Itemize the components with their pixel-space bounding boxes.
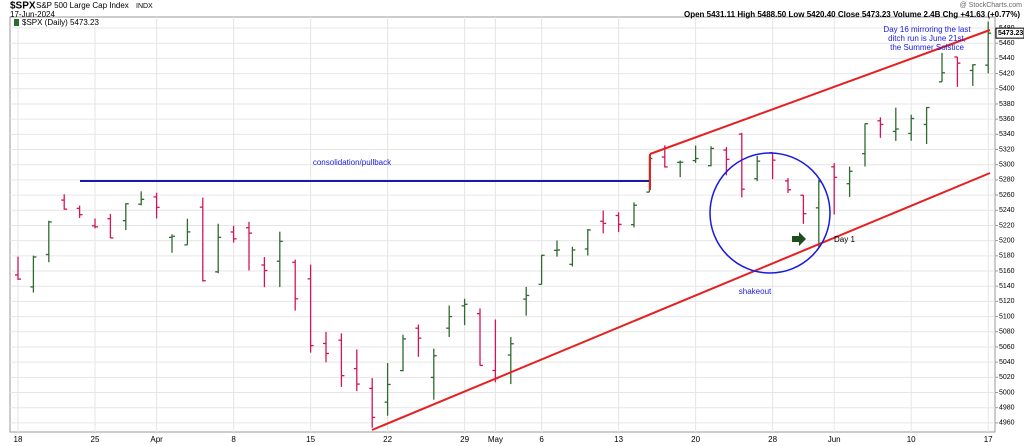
y-tick-label: 5300: [999, 162, 1015, 169]
y-tick-label: 5260: [999, 192, 1015, 199]
x-tick-label: Apr: [150, 435, 163, 444]
chart-subtitle: S&P 500 Large Cap Index: [36, 1, 129, 10]
legend-swatch: [14, 19, 19, 26]
y-tick-label: 5080: [999, 329, 1015, 336]
y-tick-label: 5220: [999, 222, 1015, 229]
arrow: [792, 232, 806, 246]
date: 17-Jun-2024: [10, 10, 55, 19]
grid: [10, 17, 995, 432]
y-tick-label: 5100: [999, 313, 1015, 320]
annotation: Day 16 mirroring the last: [883, 25, 971, 34]
annotation: the Summer Solstice: [890, 43, 964, 52]
x-tick-label: 22: [383, 435, 392, 444]
annotation: consolidation/pullback: [313, 158, 392, 167]
y-tick-label: 5060: [999, 344, 1015, 351]
y-tick-label: 5360: [999, 116, 1015, 123]
y-tick-label: 5340: [999, 131, 1015, 138]
x-tick-label: 25: [91, 435, 100, 444]
annotation: shakeout: [739, 287, 772, 296]
chart-title: $SPX: [10, 1, 36, 12]
y-tick-label: 5440: [999, 55, 1015, 62]
annotation: Day 1: [834, 235, 855, 244]
credit: @ StockCharts.com: [960, 2, 1023, 9]
y-tick-label: 5160: [999, 268, 1015, 275]
last-price-box: [995, 27, 1024, 39]
y-tick-label: 5040: [999, 359, 1015, 366]
y-tick-label: 5140: [999, 283, 1015, 290]
upper-channel-line: [649, 29, 991, 155]
y-tick-label: 5000: [999, 389, 1015, 396]
annotation: ditch run is June 21st,: [888, 34, 966, 43]
y-tick-label: 5380: [999, 101, 1015, 108]
y-tick-label: 5200: [999, 237, 1015, 244]
x-tick-label: 28: [768, 435, 777, 444]
y-tick-label: 5180: [999, 253, 1015, 260]
lower-channel-line: [371, 172, 991, 431]
x-tick-label: Jun: [828, 435, 841, 444]
shakeout-circle: [709, 152, 831, 274]
x-tick-label: 18: [14, 435, 23, 444]
x-tick-label: 6: [539, 435, 544, 444]
plot-frame: [9, 16, 996, 433]
y-tick-label: 4960: [999, 420, 1015, 427]
y-tick-label: 5020: [999, 374, 1015, 381]
y-tick-label: 4980: [999, 405, 1015, 412]
x-tick-label: May: [488, 435, 503, 444]
y-tick-label: 5460: [999, 40, 1015, 47]
y-tick-label: 5400: [999, 86, 1015, 93]
x-tick-label: 10: [907, 435, 916, 444]
y-tick-label: 5320: [999, 146, 1015, 153]
y-tick-label: 5240: [999, 207, 1015, 214]
y-tick-label: 5420: [999, 70, 1015, 77]
x-tick-label: 15: [306, 435, 315, 444]
y-tick-label: 5120: [999, 298, 1015, 305]
quote: Open 5431.11 High 5488.50 Low 5420.40 Cl…: [684, 10, 1020, 19]
x-tick-label: 20: [691, 435, 700, 444]
y-tick-label: 5280: [999, 177, 1015, 184]
exchange: INDX: [136, 3, 153, 10]
last-price-label: 5473.23: [998, 30, 1023, 37]
x-tick-label: 29: [460, 435, 469, 444]
x-tick-label: 17: [984, 435, 993, 444]
x-tick-label: 8: [231, 435, 236, 444]
x-tick-label: 13: [614, 435, 623, 444]
legend: $SPX (Daily) 5473.23: [22, 18, 99, 27]
